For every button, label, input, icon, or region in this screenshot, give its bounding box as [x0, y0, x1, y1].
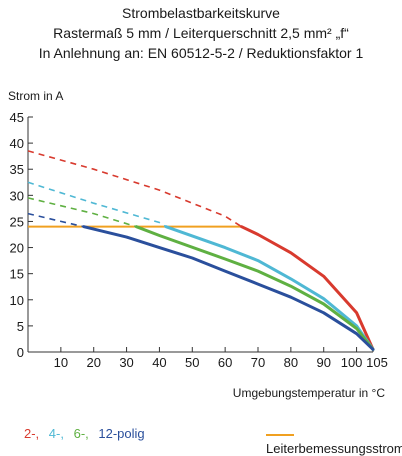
x-tick-label: 40 [152, 355, 166, 370]
legend-rated-current: Leiterbemessungsstrom [266, 426, 402, 456]
series-2-dashed-line [27, 150, 243, 228]
x-tick-label: 10 [54, 355, 68, 370]
series-6-solid-line [134, 225, 375, 351]
x-tick-label: 80 [284, 355, 298, 370]
y-tick-label: 20 [10, 241, 24, 256]
y-tick-label: 30 [10, 188, 24, 203]
x-tick-label: 30 [119, 355, 133, 370]
y-tick-label: 35 [10, 162, 24, 177]
legend-2-pole: 2-, [24, 426, 40, 441]
chart-plot: Strom in A Umgebungstemperatur in °C 0 5 10 1… [8, 89, 388, 400]
series-12-dashed-line [27, 212, 85, 228]
chart-title: Strombelastbarkeitskurve [122, 5, 280, 21]
x-tick-label: 100 [341, 355, 363, 370]
series-4-dashed-line [27, 181, 167, 228]
y-tick-label: 25 [10, 214, 24, 229]
x-tick-label: 70 [251, 355, 265, 370]
legend-poles: 2-, 4-, 6-, 12-polig [24, 426, 151, 441]
chart-subtitle-spec: Rastermaß 5 mm / Leiterquerschnitt 2,5 m… [53, 25, 349, 41]
x-axis-label: Umgebungstemperatur in °C [233, 386, 386, 400]
chart-subtitle-standard: In Anlehnung an: EN 60512-5-2 / Reduktio… [38, 45, 364, 61]
series-12-solid-line [82, 225, 375, 351]
y-tick-label: 10 [10, 293, 24, 308]
y-tick-label: 15 [10, 267, 24, 282]
y-tick-label: 40 [10, 136, 24, 151]
legend-12-pole: 12-polig [98, 426, 145, 441]
y-tick-label: 0 [17, 345, 24, 360]
x-tick-label: 90 [316, 355, 330, 370]
rated-current-swatch [266, 433, 294, 436]
y-axis-label: Strom in A [8, 89, 63, 103]
series-6-dashed-line [27, 197, 137, 228]
x-tick-label: 60 [218, 355, 232, 370]
series-2-solid-line [240, 225, 375, 351]
y-tick-label: 45 [10, 110, 24, 125]
x-tick-label: 105 [366, 355, 388, 370]
x-tick-label: 50 [185, 355, 199, 370]
x-tick-label: 20 [86, 355, 100, 370]
rated-current-label: Leiterbemessungsstrom [266, 441, 402, 456]
series-4-solid-line [164, 225, 375, 351]
legend-4-pole: 4-, [48, 426, 64, 441]
y-tick-label: 5 [17, 319, 24, 334]
legend-6-pole: 6-, [73, 426, 89, 441]
